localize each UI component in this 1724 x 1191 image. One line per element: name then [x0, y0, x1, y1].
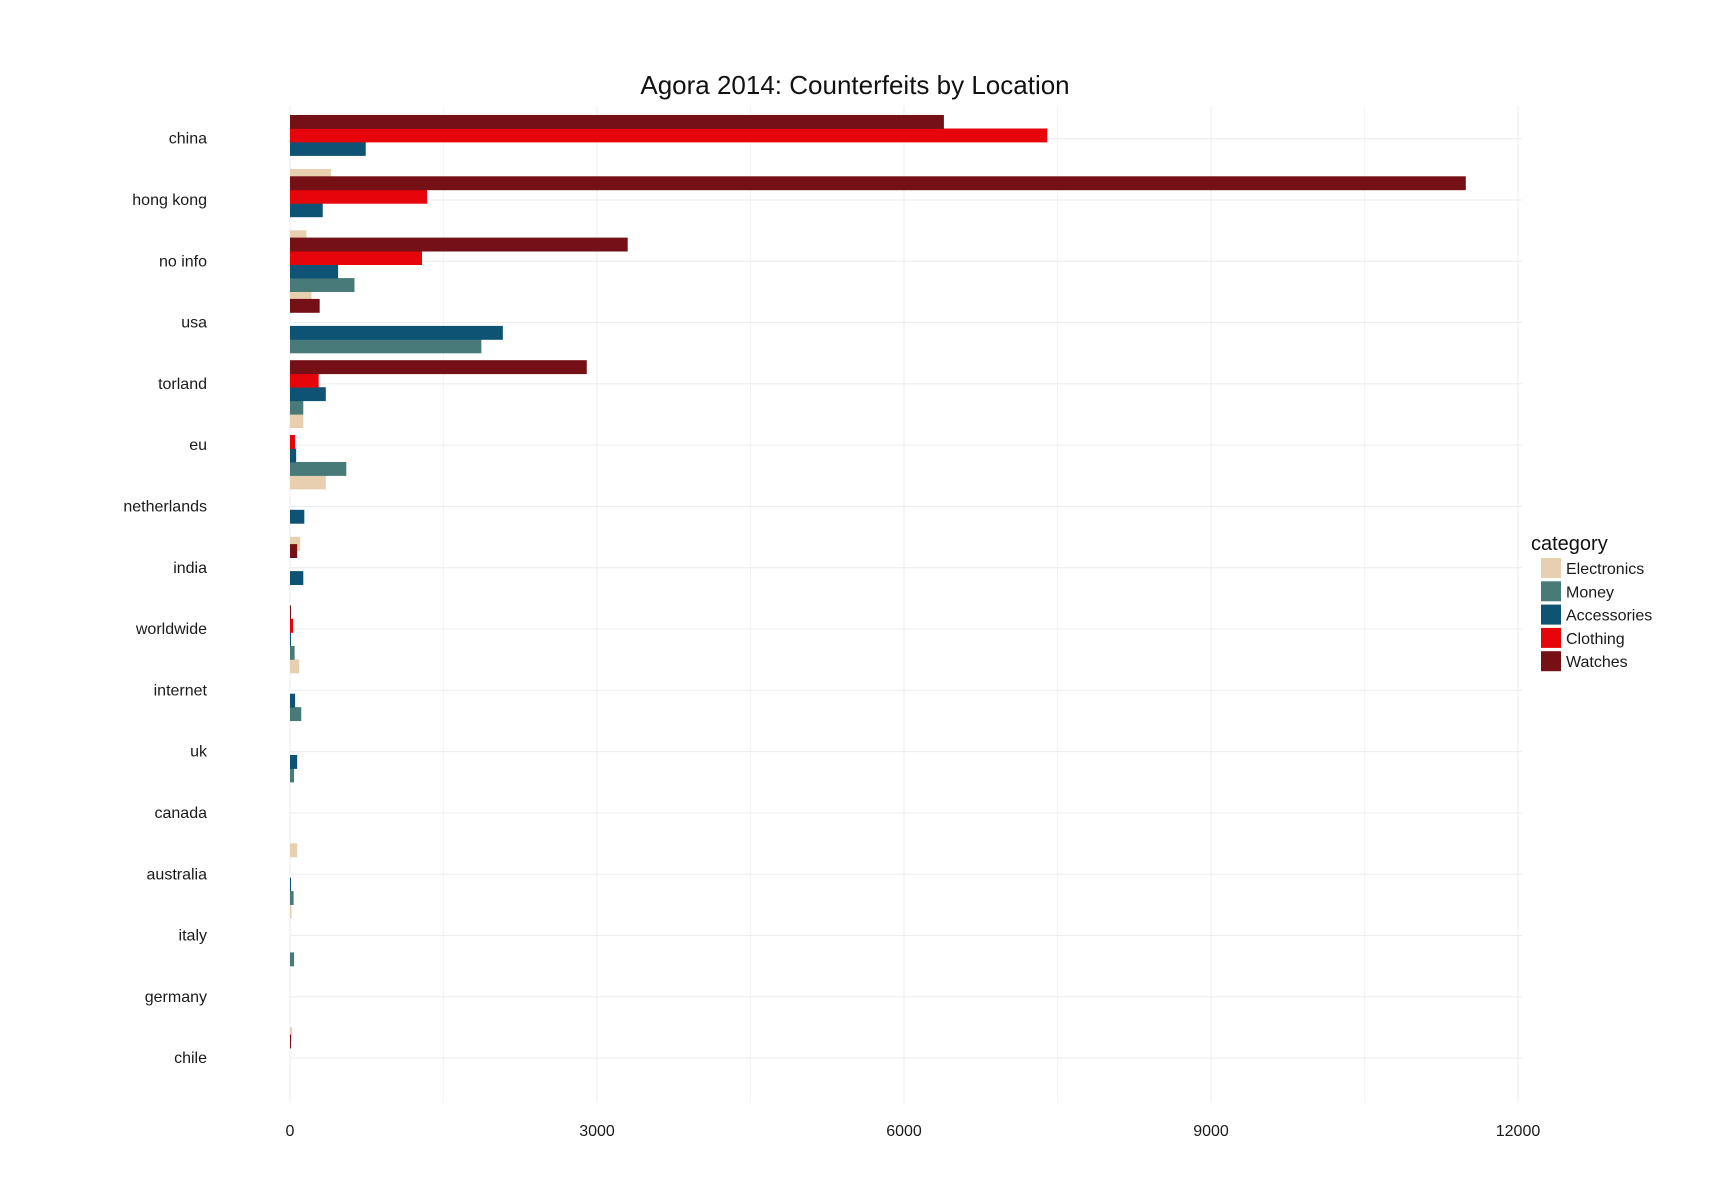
bar-hong-kong-watches	[290, 176, 1466, 191]
x-tick-label: 3000	[579, 1123, 615, 1140]
bar-netherlands-accessories	[290, 509, 305, 524]
x-tick-label: 9000	[1193, 1123, 1229, 1140]
bar-no-info-clothing	[290, 251, 423, 265]
bar-china-accessories	[290, 142, 366, 156]
bar-no-info-watches	[290, 237, 628, 252]
bar-chile-watches	[290, 1034, 292, 1049]
bar-usa-money	[290, 339, 482, 354]
bar-india-watches	[290, 544, 298, 558]
legend-label-accessories: Accessories	[1566, 608, 1652, 625]
y-tick-label-worldwide: worldwide	[135, 621, 207, 638]
bar-eu-electronics	[290, 475, 326, 490]
y-tick-label-china: china	[169, 131, 207, 148]
bar-torland-accessories	[290, 387, 326, 402]
y-axis: china hong kong no info usa torland eu netherl…	[123, 131, 208, 1068]
legend-label-electronics: Electronics	[1566, 561, 1644, 578]
bar-worldwide-accessories	[290, 632, 291, 647]
bar-uk-money	[290, 768, 295, 783]
y-tick-label-india: india	[173, 560, 207, 577]
bar-usa-accessories	[290, 325, 503, 340]
bar-china-watches	[290, 115, 944, 129]
bar-no-info-accessories	[290, 264, 339, 279]
bar-torland-watches	[290, 360, 587, 375]
y-tick-label-internet: internet	[154, 682, 208, 699]
y-tick-label-uk: uk	[190, 744, 208, 761]
bar-internet-money	[290, 707, 302, 722]
legend-swatch-money	[1541, 581, 1561, 602]
bar-worldwide-clothing	[290, 618, 294, 633]
bar-uk-accessories	[290, 755, 298, 769]
y-tick-label-australia: australia	[147, 866, 208, 883]
bar-australia-money	[290, 891, 294, 905]
bar-internet-accessories	[290, 693, 296, 708]
bar-hong-kong-accessories	[290, 203, 323, 218]
x-tick-label: 6000	[886, 1123, 922, 1140]
bar-eu-money	[290, 462, 347, 476]
bar-no-info-money	[290, 278, 355, 292]
bar-india-accessories	[290, 571, 304, 585]
bar-torland-money	[290, 400, 304, 415]
y-tick-label-no-info: no info	[159, 253, 207, 270]
bar-usa-watches	[290, 298, 320, 313]
legend-swatch-clothing	[1541, 627, 1561, 648]
legend-label-money: Money	[1566, 584, 1614, 601]
legend: category Electronics Money Accessories Clot…	[1531, 533, 1652, 672]
bars	[290, 115, 1466, 1049]
y-tick-label-hong-kong: hong kong	[132, 192, 207, 209]
bar-eu-clothing	[290, 435, 296, 449]
bar-hong-kong-clothing	[290, 189, 428, 204]
y-tick-label-germany: germany	[145, 989, 207, 1006]
bar-australia-accessories	[290, 877, 292, 892]
bar-canada-electronics	[290, 843, 298, 858]
bar-italy-money	[290, 952, 295, 967]
bar-germany-electronics	[290, 1027, 293, 1042]
bar-worldwide-money	[290, 645, 295, 660]
bar-china-clothing	[290, 128, 1048, 143]
y-tick-label-torland: torland	[158, 376, 207, 393]
legend-label-watches: Watches	[1566, 654, 1628, 671]
legend-swatch-electronics	[1541, 558, 1561, 578]
y-tick-label-netherlands: netherlands	[123, 498, 207, 515]
chart-title: Agora 2014: Counterfeits by Location	[640, 70, 1069, 100]
grid	[289, 106, 1522, 1103]
y-tick-label-eu: eu	[189, 437, 207, 454]
legend-label-clothing: Clothing	[1566, 631, 1625, 648]
x-tick-label: 12000	[1496, 1123, 1541, 1140]
x-tick-label: 0	[286, 1123, 295, 1140]
bar-torland-electronics	[290, 414, 304, 429]
legend-swatch-accessories	[1541, 604, 1561, 625]
x-axis: 0 3000 6000 9000 12000	[286, 1123, 1541, 1140]
y-tick-label-canada: canada	[155, 805, 208, 822]
bar-worldwide-electronics	[290, 659, 300, 674]
bar-australia-electronics	[290, 904, 292, 919]
bar-eu-accessories	[290, 448, 297, 463]
y-tick-label-italy: italy	[179, 928, 207, 945]
legend-swatch-watches	[1541, 651, 1561, 672]
bar-worldwide-watches	[290, 605, 292, 620]
bar-netherlands-electronics	[290, 536, 301, 551]
y-tick-label-usa: usa	[181, 315, 207, 332]
y-tick-label-chile: chile	[174, 1050, 207, 1067]
bar-torland-clothing	[290, 373, 319, 388]
legend-title: category	[1531, 533, 1608, 555]
